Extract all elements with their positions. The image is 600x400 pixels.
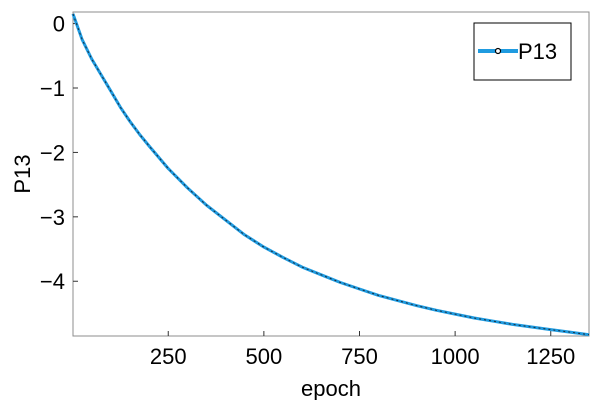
legend-label: P13	[518, 39, 557, 64]
y-axis-label: P13	[10, 154, 35, 193]
x-axis: 250 500 750 1000 1250	[150, 331, 575, 369]
x-tick-label: 750	[341, 344, 378, 369]
y-tick-label: 0	[53, 12, 65, 37]
y-tick-label: −1	[40, 76, 65, 101]
legend-swatch-marker	[494, 47, 502, 55]
x-tick-label: 500	[246, 344, 283, 369]
legend: P13	[473, 22, 572, 81]
x-tick-label: 1000	[431, 344, 480, 369]
series-marker-trace	[72, 13, 590, 336]
y-tick-label: −3	[40, 205, 65, 230]
x-tick-label: 1250	[526, 344, 575, 369]
y-axis: 0 −1 −2 −3 −4	[40, 12, 78, 294]
y-tick-label: −4	[40, 269, 65, 294]
x-tick-label: 250	[150, 344, 187, 369]
y-tick-label: −2	[40, 140, 65, 165]
x-axis-label: epoch	[301, 376, 361, 400]
series-layer	[71, 13, 590, 337]
